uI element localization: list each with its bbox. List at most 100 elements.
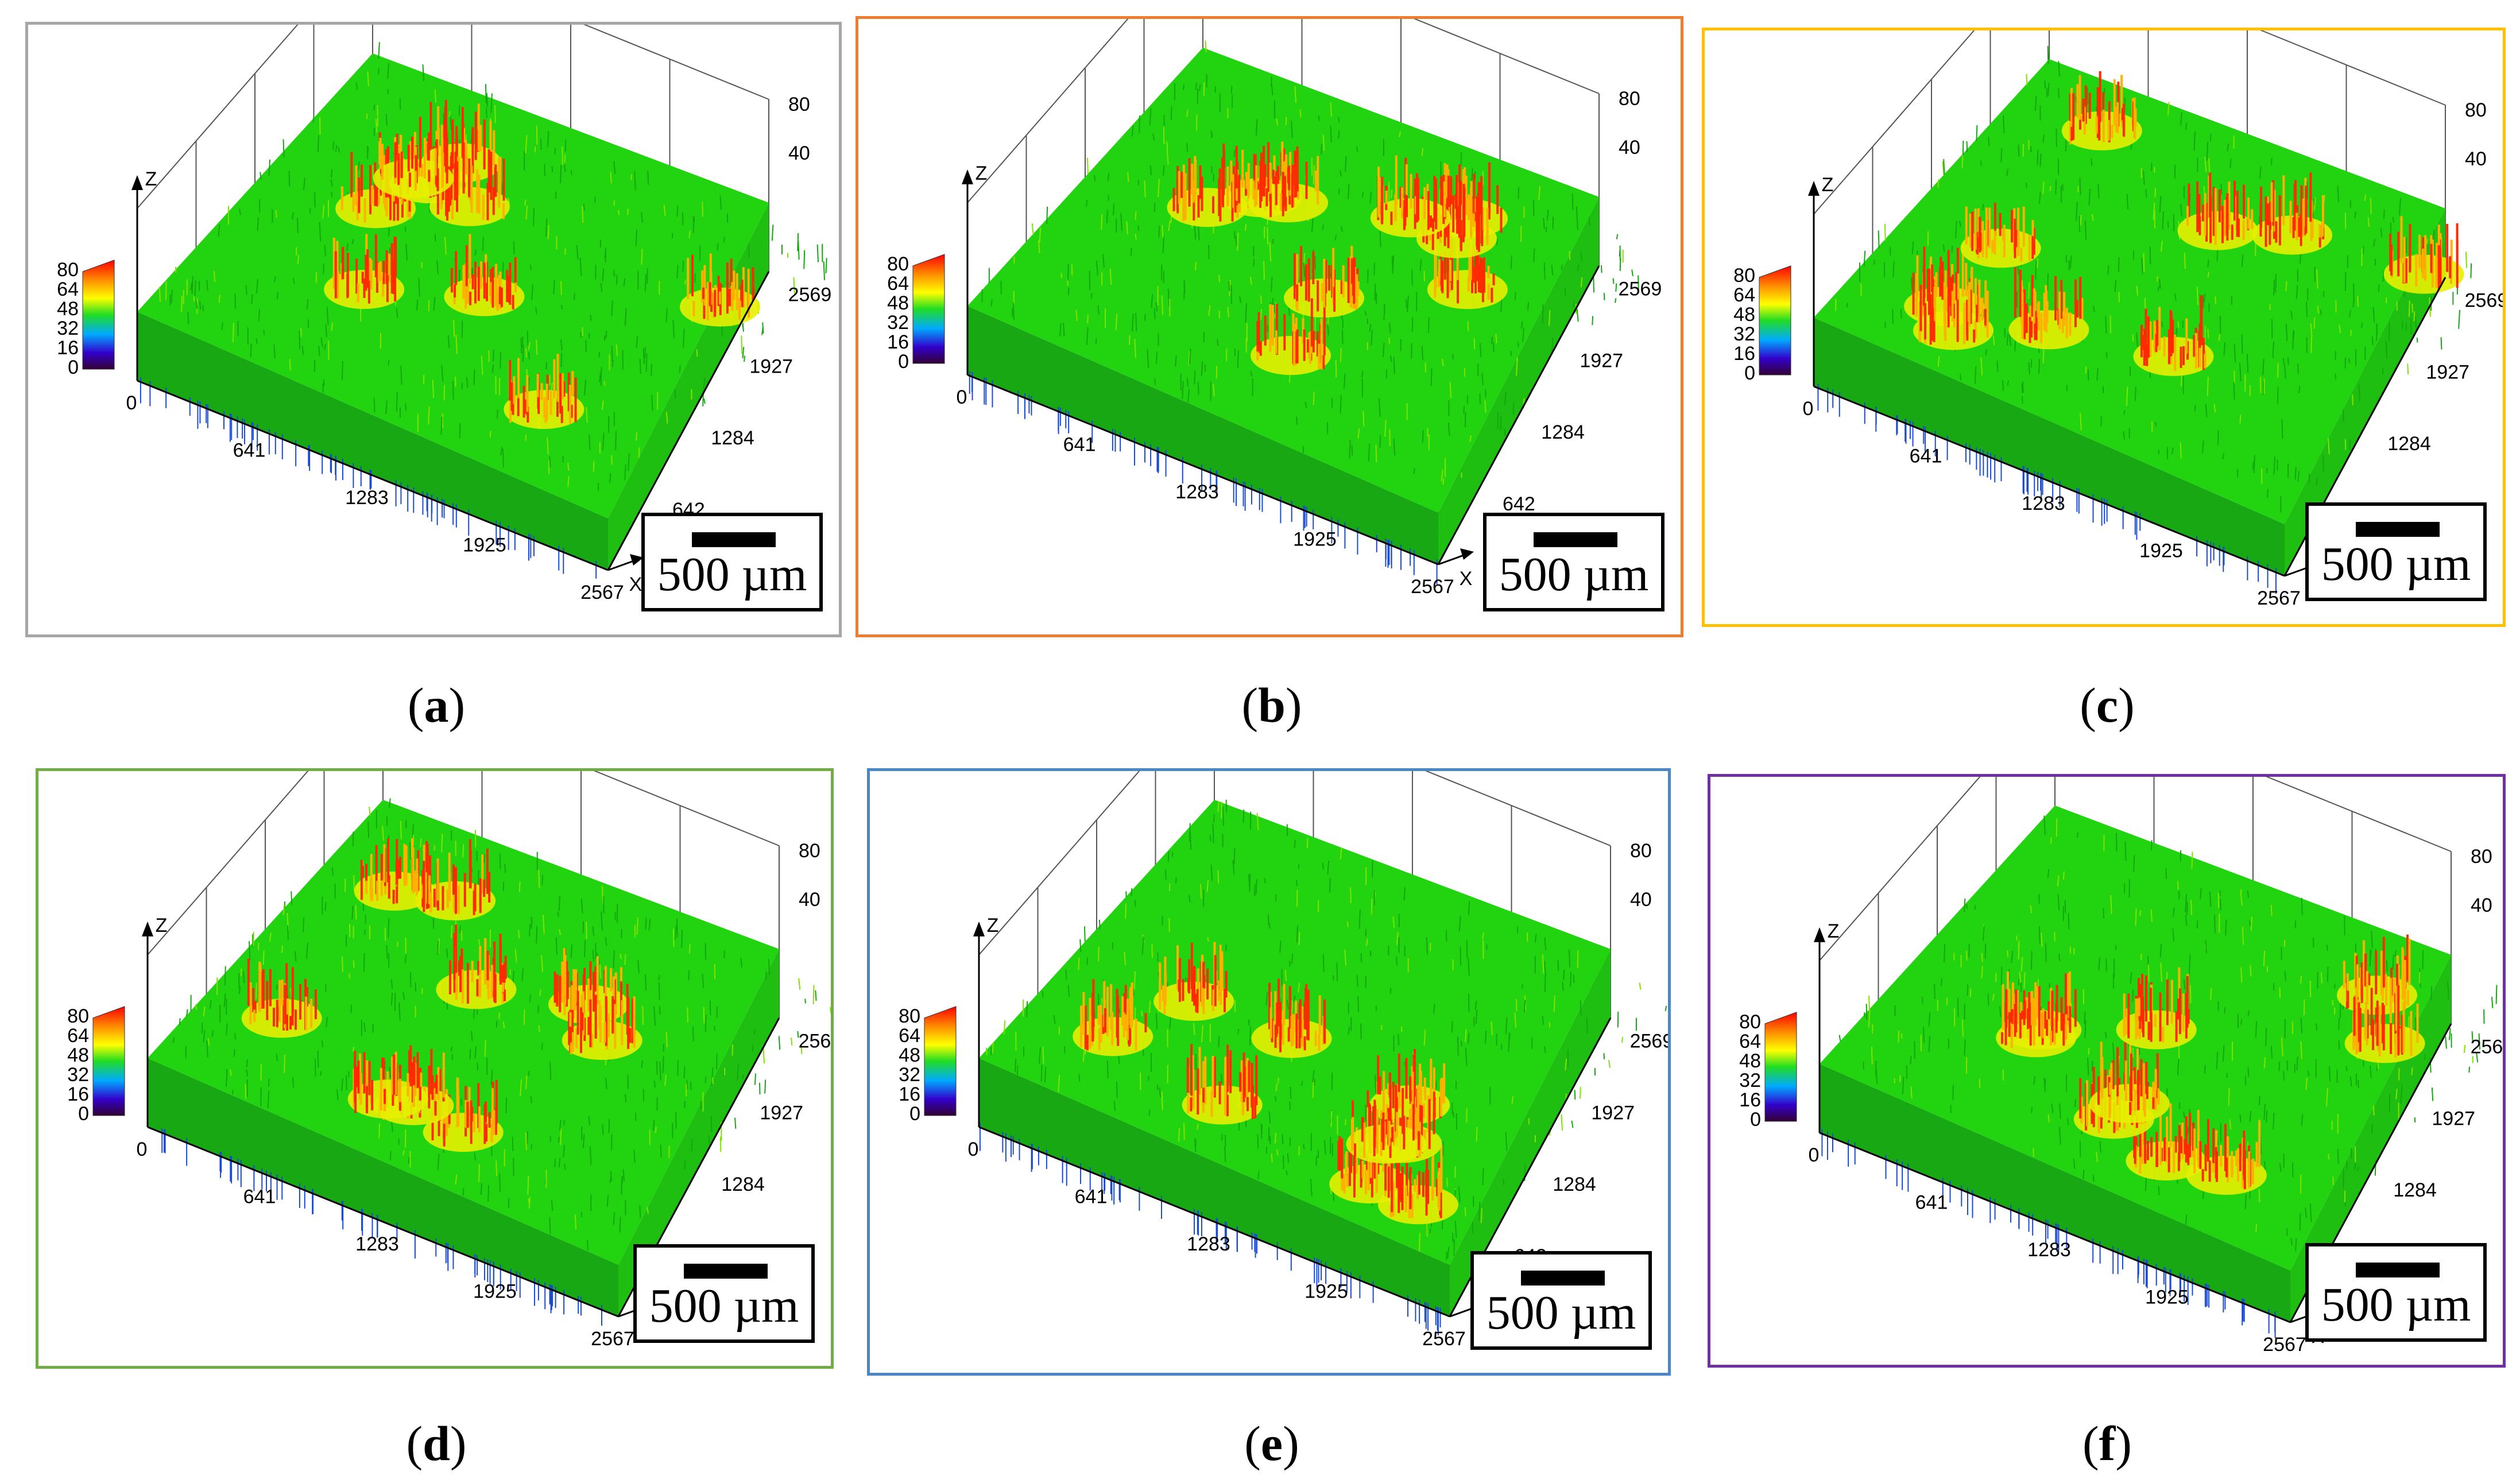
colorbar-tick-label: 16 [67, 1083, 89, 1105]
x-tick-label: 641 [1910, 446, 1942, 467]
scale-bar [692, 532, 776, 547]
colorbar-tick-label: 48 [1739, 1050, 1761, 1072]
colorbar-tick-label: 16 [57, 337, 79, 359]
colorbar-tick-label: 32 [1733, 323, 1755, 345]
colorbar-tick-label: 64 [67, 1025, 89, 1047]
z-tick-label: 40 [799, 889, 820, 911]
x-tick-label: 641 [233, 440, 266, 462]
y-tick-label: 1927 [1580, 350, 1623, 371]
colorbar-tick-label: 32 [67, 1064, 89, 1086]
scale-bar [2356, 522, 2440, 537]
caption-f: (f) [2082, 1416, 2132, 1471]
y-tick-label: 1927 [2426, 361, 2469, 383]
panel-f: ZX06411283192525672569192712846428040806… [1708, 774, 2506, 1368]
colorbar-tick-label: 16 [887, 331, 909, 353]
x-tick-label: 2567 [1422, 1328, 1466, 1350]
y-tick-label: 1927 [760, 1102, 803, 1124]
x-tick-label: 1925 [463, 535, 506, 556]
panel-b: Z X 0 641 1283 1925 2567 2569 1927 1284 642 80 40 80 6… [856, 16, 1683, 637]
caption-e: (e) [1244, 1416, 1299, 1471]
colorbar-tick-label: 80 [57, 259, 79, 281]
colorbar-tick-label: 80 [899, 1005, 920, 1027]
caption-c: (c) [2080, 677, 2135, 733]
y-tick-label: 1927 [749, 355, 793, 377]
colorbar-tick-label: 80 [67, 1005, 89, 1027]
z-tick-label: 80 [788, 94, 810, 115]
surface-plot: ZX06411283192525672569192712846428040806… [1739, 777, 2503, 1356]
colorbar-tick-label: 48 [57, 298, 79, 320]
scale-bar-box: 500 µm [1470, 1251, 1652, 1350]
z-tick-label: 40 [1630, 889, 1652, 911]
z-tick-label: 80 [1630, 840, 1652, 862]
x-tick-label: 641 [1915, 1192, 1948, 1214]
colorbar-tick-label: 80 [1733, 265, 1755, 286]
x-tick-label: 1283 [345, 487, 389, 509]
colorbar-tick-label: 80 [887, 253, 909, 275]
scale-bar-label: 500 µm [657, 548, 807, 601]
colorbar-tick-label: 64 [887, 273, 909, 295]
x-tick-label: 641 [243, 1186, 276, 1208]
surface [1820, 806, 2503, 1338]
x-tick-label: 1925 [2139, 540, 2183, 562]
caption-a: (a) [407, 677, 466, 733]
surface [148, 798, 831, 1326]
z-axis-label: Z [976, 162, 988, 184]
x-tick-label: 0 [1809, 1144, 1820, 1166]
panel-d: ZX06411283192525672569192712846428040806… [36, 768, 834, 1369]
colorbar-tick-label: 0 [909, 1103, 920, 1125]
y-tick-label: 2569 [799, 1031, 831, 1052]
scale-bar [684, 1264, 768, 1279]
y-tick-label: 1284 [1553, 1174, 1596, 1195]
scale-bar-label: 500 µm [1486, 1286, 1636, 1339]
scale-bar-box: 500 µm [2305, 1243, 2487, 1342]
x-axis-label: X [629, 574, 642, 595]
z-axis-label: Z [1828, 920, 1840, 942]
colorbar-tick-label: 48 [899, 1044, 920, 1066]
x-tick-label: 2567 [2263, 1334, 2306, 1356]
colorbar-tick-label: 64 [899, 1025, 920, 1047]
scale-bar-label: 500 µm [2321, 537, 2471, 591]
x-tick-label: 2567 [2257, 587, 2301, 609]
y-tick-label: 1284 [1541, 421, 1585, 443]
x-tick-label: 1283 [2022, 493, 2065, 514]
colorbar-tick-label: 16 [1739, 1089, 1761, 1111]
x-tick-label: 641 [1063, 434, 1096, 456]
y-tick-label: 1284 [2387, 433, 2431, 455]
x-tick-label: 2567 [591, 1328, 634, 1350]
z-tick-label: 80 [2465, 99, 2487, 121]
x-tick-label: 1925 [473, 1281, 517, 1303]
x-tick-label: 1283 [1175, 481, 1219, 503]
y-tick-label: 1284 [711, 427, 754, 449]
scale-bar-box: 500 µm [641, 513, 823, 611]
colorbar-tick-label: 48 [67, 1044, 89, 1066]
caption-b: (b) [1241, 677, 1302, 733]
z-axis-label: Z [1822, 174, 1834, 196]
y-tick-label: 2569 [2465, 290, 2503, 312]
y-tick-label: 1927 [1591, 1102, 1635, 1124]
z-tick-label: 80 [1619, 88, 1640, 110]
colorbar-tick-label: 16 [1733, 343, 1755, 365]
surface-plot: ZX06411283192525672569192712846428040806… [887, 19, 1662, 598]
colorbar-tick-label: 64 [1733, 284, 1755, 306]
panel-a: Z X 0 641 1283 1925 2567 2569 1927 1284 642 80 40 80 6… [25, 22, 842, 637]
x-tick-label: 0 [968, 1139, 979, 1160]
scale-bar-box: 500 µm [1483, 513, 1664, 611]
colorbar-tick-label: 64 [57, 278, 79, 300]
x-tick-label: 2567 [580, 582, 624, 603]
colorbar-tick-label: 0 [68, 357, 79, 378]
surface-plot: ZX06411283192525672569192712846428040806… [899, 771, 1668, 1350]
colorbar-tick-label: 32 [887, 312, 909, 334]
surface-plot: ZX06411283192525672569192712846428040806… [57, 25, 831, 603]
colorbar-tick-label: 48 [887, 292, 909, 314]
z-tick-label: 40 [788, 142, 810, 164]
panel-c: ZX06411283192525672569192712846428040806… [1702, 28, 2506, 627]
y-tick-label: 2569 [2471, 1036, 2503, 1058]
colorbar-tick-label: 32 [57, 318, 79, 339]
